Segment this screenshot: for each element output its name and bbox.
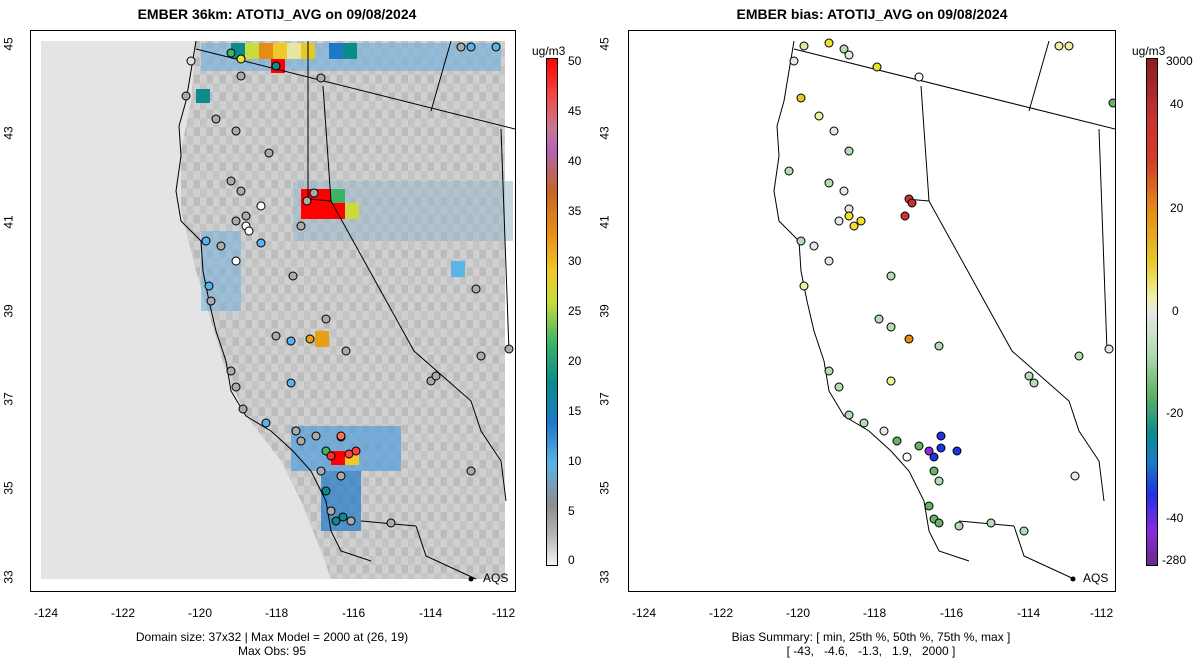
y-tick: 33 [597,570,612,584]
y-tick: 39 [1,304,16,318]
colorbar-label: 10 [568,454,582,468]
right-footer-line2: [ -43, -4.6, -1.3, 1.9, 2000 ] [786,644,956,658]
y-tick: 33 [1,570,16,584]
colorbar-label: 15 [568,404,582,418]
y-tick: 35 [1,481,16,495]
aqs-legend-label: AQS [483,571,509,585]
x-tick: -120 [188,606,213,620]
colorbar-label: 5 [568,504,575,518]
x-tick: -114 [1017,606,1041,620]
y-tick: 43 [597,126,612,140]
y-tick: 41 [597,215,612,229]
x-tick: -120 [786,606,811,620]
colorbar-label: 40 [1170,97,1184,111]
colorbar-label: 50 [568,54,582,68]
colorbar-label: 20 [568,354,582,368]
left-panel-title: EMBER 36km: ATOTIJ_AVG on 09/08/2024 [137,6,417,22]
coastline [773,40,970,562]
right-footer-line1: Bias Summary: [ min, 25th %, 50th %, 75t… [731,630,1011,644]
left-map-frame: AQS [30,30,516,592]
right-colorbar-title: ug/m3 [1132,44,1166,58]
x-tick: -114 [419,606,443,620]
x-tick: -124 [34,606,59,620]
y-tick: 37 [1,392,16,406]
x-tick: -122 [111,606,136,620]
left-map [41,40,515,582]
state-borders [793,40,1115,580]
colorbar-label: 3000 [1166,54,1193,68]
y-tick: 43 [1,126,16,140]
x-tick: -112 [492,606,516,620]
aqs-marker [468,576,474,582]
x-tick: -116 [342,606,366,620]
y-tick: 45 [1,37,16,51]
y-tick: 45 [597,37,612,51]
right-colorbar [1146,58,1158,566]
colorbar-label: -20 [1166,406,1184,420]
right-map [773,38,1115,582]
x-tick: -124 [632,606,657,620]
x-tick: -118 [863,606,887,620]
bias-points [784,38,1115,536]
right-panel-title: EMBER bias: ATOTIJ_AVG on 09/08/2024 [736,6,1008,22]
x-tick: -116 [940,606,964,620]
colorbar-label: 0 [1172,304,1179,318]
colorbar-label: 35 [568,204,582,218]
coastline [175,40,372,562]
colorbar-label: -40 [1166,511,1184,525]
colorbar-label: 40 [568,154,582,168]
y-tick: 41 [1,215,16,229]
observation-points [181,42,514,528]
colorbar-label: 25 [568,304,582,318]
left-colorbar [546,58,558,566]
left-footer-line2: Max Obs: 95 [237,644,307,658]
y-tick: 35 [597,481,612,495]
left-colorbar-title: ug/m3 [532,44,566,58]
colorbar-label: 45 [568,104,582,118]
aqs-legend-label: AQS [1083,571,1109,585]
x-tick: -122 [709,606,734,620]
x-tick: -112 [1090,606,1114,620]
y-tick: 39 [597,304,612,318]
aqs-marker [1070,576,1076,582]
colorbar-label: 30 [568,254,582,268]
colorbar-label: -280 [1162,553,1187,567]
left-footer-line1: Domain size: 37x32 | Max Model = 2000 at… [135,630,409,644]
colorbar-label: 0 [568,553,575,567]
colorbar-label: 20 [1170,201,1184,215]
right-map-frame: AQS [628,30,1116,592]
model-grid-land [181,41,505,579]
y-tick: 37 [597,392,612,406]
x-tick: -118 [265,606,289,620]
